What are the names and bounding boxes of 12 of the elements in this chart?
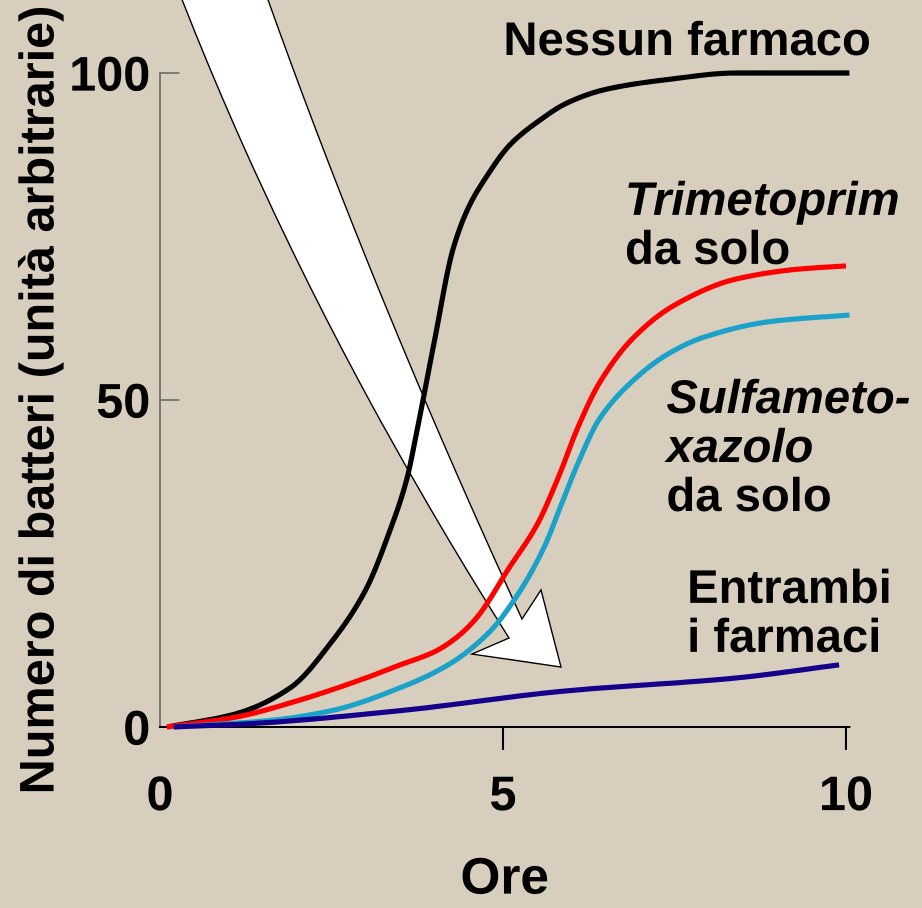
y-tick-label: 50 — [98, 384, 148, 418]
x-tick-label: 10 — [822, 776, 872, 811]
x-axis-title: Ore — [462, 858, 548, 894]
x-tick-label: 5 — [490, 776, 516, 811]
series-label: Nessun farmaco — [506, 20, 869, 56]
series-label: Trimetoprim da solo — [626, 180, 898, 264]
y-tick-label: 100 — [72, 56, 148, 92]
x-tick-label: 0 — [148, 776, 172, 811]
series-label: Sulfameto- xazolo da solo — [664, 378, 910, 512]
series-label: Entrambi i farmaci — [690, 568, 888, 652]
y-axis-title: Numero di batteri (unità arbitrarie) — [18, 8, 64, 792]
y-tick-label: 0 — [125, 710, 148, 746]
